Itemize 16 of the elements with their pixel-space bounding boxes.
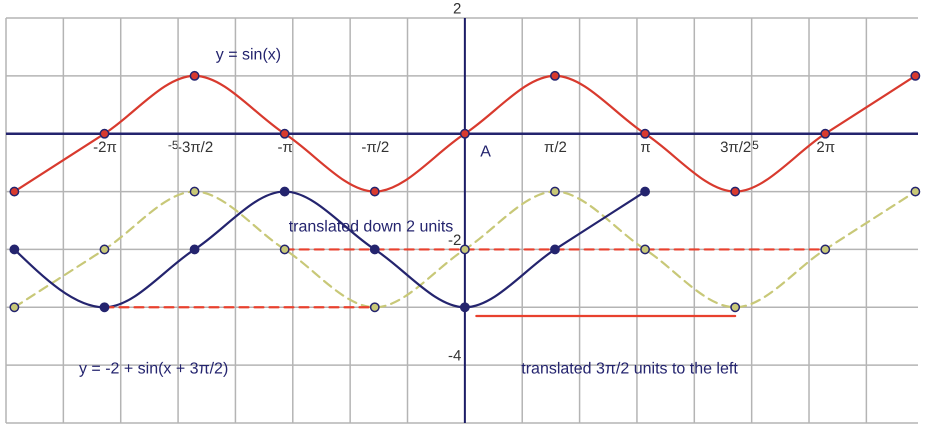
annotation: translated 3π/2 units to the left xyxy=(521,360,738,378)
x-tick-label: 2π xyxy=(816,139,836,156)
annotation: y = sin(x) xyxy=(216,46,282,64)
x-tick-label: π/2 xyxy=(544,139,567,156)
y-tick-label: -4 xyxy=(448,348,462,365)
y-tick-label: -2 xyxy=(448,232,462,249)
x-tick-label: 5 xyxy=(752,138,760,152)
x-tick-label: π xyxy=(640,139,651,156)
annotation: y = -2 + sin(x + 3π/2) xyxy=(78,360,228,378)
x-tick-label: 3π/2 xyxy=(720,139,752,156)
annotation: A xyxy=(480,144,492,161)
y-tick-label: 2 xyxy=(453,0,462,18)
x-tick-label: -π xyxy=(277,139,293,156)
x-tick-label: -3π/2 xyxy=(176,139,214,156)
x-tick-label: -π/2 xyxy=(361,139,390,156)
x-tick-label: -2π xyxy=(93,139,117,156)
